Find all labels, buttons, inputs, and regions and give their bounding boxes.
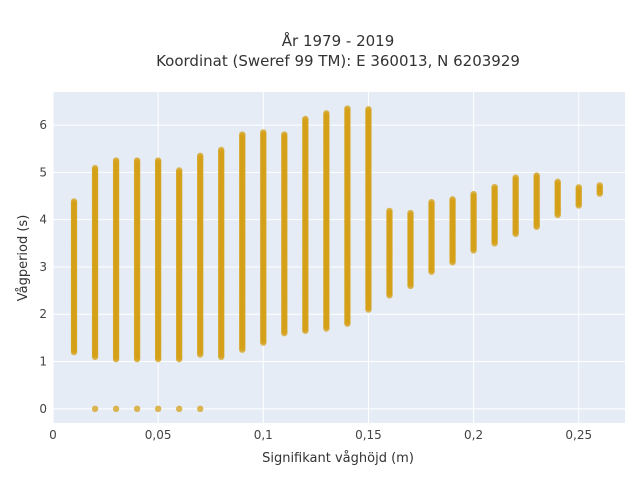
data-point [260, 129, 267, 136]
data-point [133, 157, 141, 164]
data-point [575, 184, 582, 191]
data-point-zero [175, 405, 183, 413]
data-point [596, 182, 603, 189]
x-tick-label: 0,25 [565, 428, 592, 442]
point-column [133, 157, 141, 413]
data-point [533, 172, 540, 179]
y-axis-ticks: 0 1 2 3 4 5 6 [39, 118, 47, 416]
y-tick-label: 2 [39, 307, 47, 321]
y-tick-label: 3 [39, 260, 47, 274]
data-point [175, 167, 183, 174]
x-axis-ticks: 0 0,05 0,1 0,15 0,2 0,25 [49, 428, 592, 442]
y-tick-label: 4 [39, 213, 47, 227]
data-point-zero [133, 405, 141, 413]
x-tick-label: 0,05 [145, 428, 172, 442]
chart-title-line-2: Koordinat (Sweref 99 TM): E 360013, N 62… [156, 52, 520, 70]
data-point-zero [197, 405, 204, 413]
point-column [449, 196, 456, 266]
point-column [260, 129, 267, 346]
x-tick-label: 0,1 [254, 428, 273, 442]
data-point [386, 207, 393, 215]
point-column [302, 115, 309, 334]
x-axis-title: Signifikant våghöjd (m) [262, 451, 414, 466]
point-column [112, 157, 120, 413]
data-point [323, 110, 330, 117]
point-column [323, 110, 330, 332]
data-point [70, 198, 78, 205]
data-point [154, 157, 162, 164]
point-column [470, 190, 477, 254]
point-column [512, 174, 519, 238]
point-column [533, 172, 540, 230]
data-point [365, 106, 372, 113]
data-point-zero [154, 405, 162, 413]
y-tick-label: 5 [39, 165, 47, 179]
point-column [365, 106, 372, 313]
data-points [70, 105, 603, 413]
data-point-zero [112, 405, 120, 413]
point-column [91, 164, 99, 413]
data-point [470, 190, 477, 198]
point-column [154, 157, 162, 413]
data-point [197, 152, 204, 160]
point-column [70, 198, 78, 356]
point-column [386, 207, 393, 299]
point-column [344, 105, 351, 327]
point-column [596, 182, 603, 197]
data-point [281, 131, 288, 138]
point-column [239, 131, 246, 353]
data-point [344, 105, 351, 112]
point-column [428, 198, 435, 275]
point-column [197, 152, 204, 413]
data-point [407, 209, 414, 217]
data-point [91, 164, 99, 172]
data-point [554, 178, 561, 186]
x-tick-label: 0,2 [464, 428, 483, 442]
point-column [491, 183, 498, 247]
point-column [175, 167, 183, 413]
data-point [491, 183, 498, 191]
data-point [239, 131, 246, 138]
y-tick-label: 6 [39, 118, 47, 132]
data-point [512, 174, 519, 181]
x-tick-label: 0 [49, 428, 57, 442]
y-tick-label: 1 [39, 355, 47, 369]
data-point [302, 115, 309, 123]
chart-title-line-1: År 1979 - 2019 [282, 31, 395, 50]
point-column [407, 209, 414, 290]
data-point [449, 196, 456, 203]
y-tick-label: 0 [39, 402, 47, 416]
y-axis-title: Vågperiod (s) [16, 215, 31, 302]
data-point [218, 146, 225, 154]
x-tick-label: 0,15 [355, 428, 382, 442]
data-point [112, 157, 120, 164]
plot-area [53, 92, 625, 423]
data-point [428, 198, 435, 206]
point-column [218, 146, 225, 360]
point-column [281, 131, 288, 337]
point-column [575, 184, 582, 209]
data-point-zero [91, 405, 99, 413]
point-column [554, 178, 561, 219]
